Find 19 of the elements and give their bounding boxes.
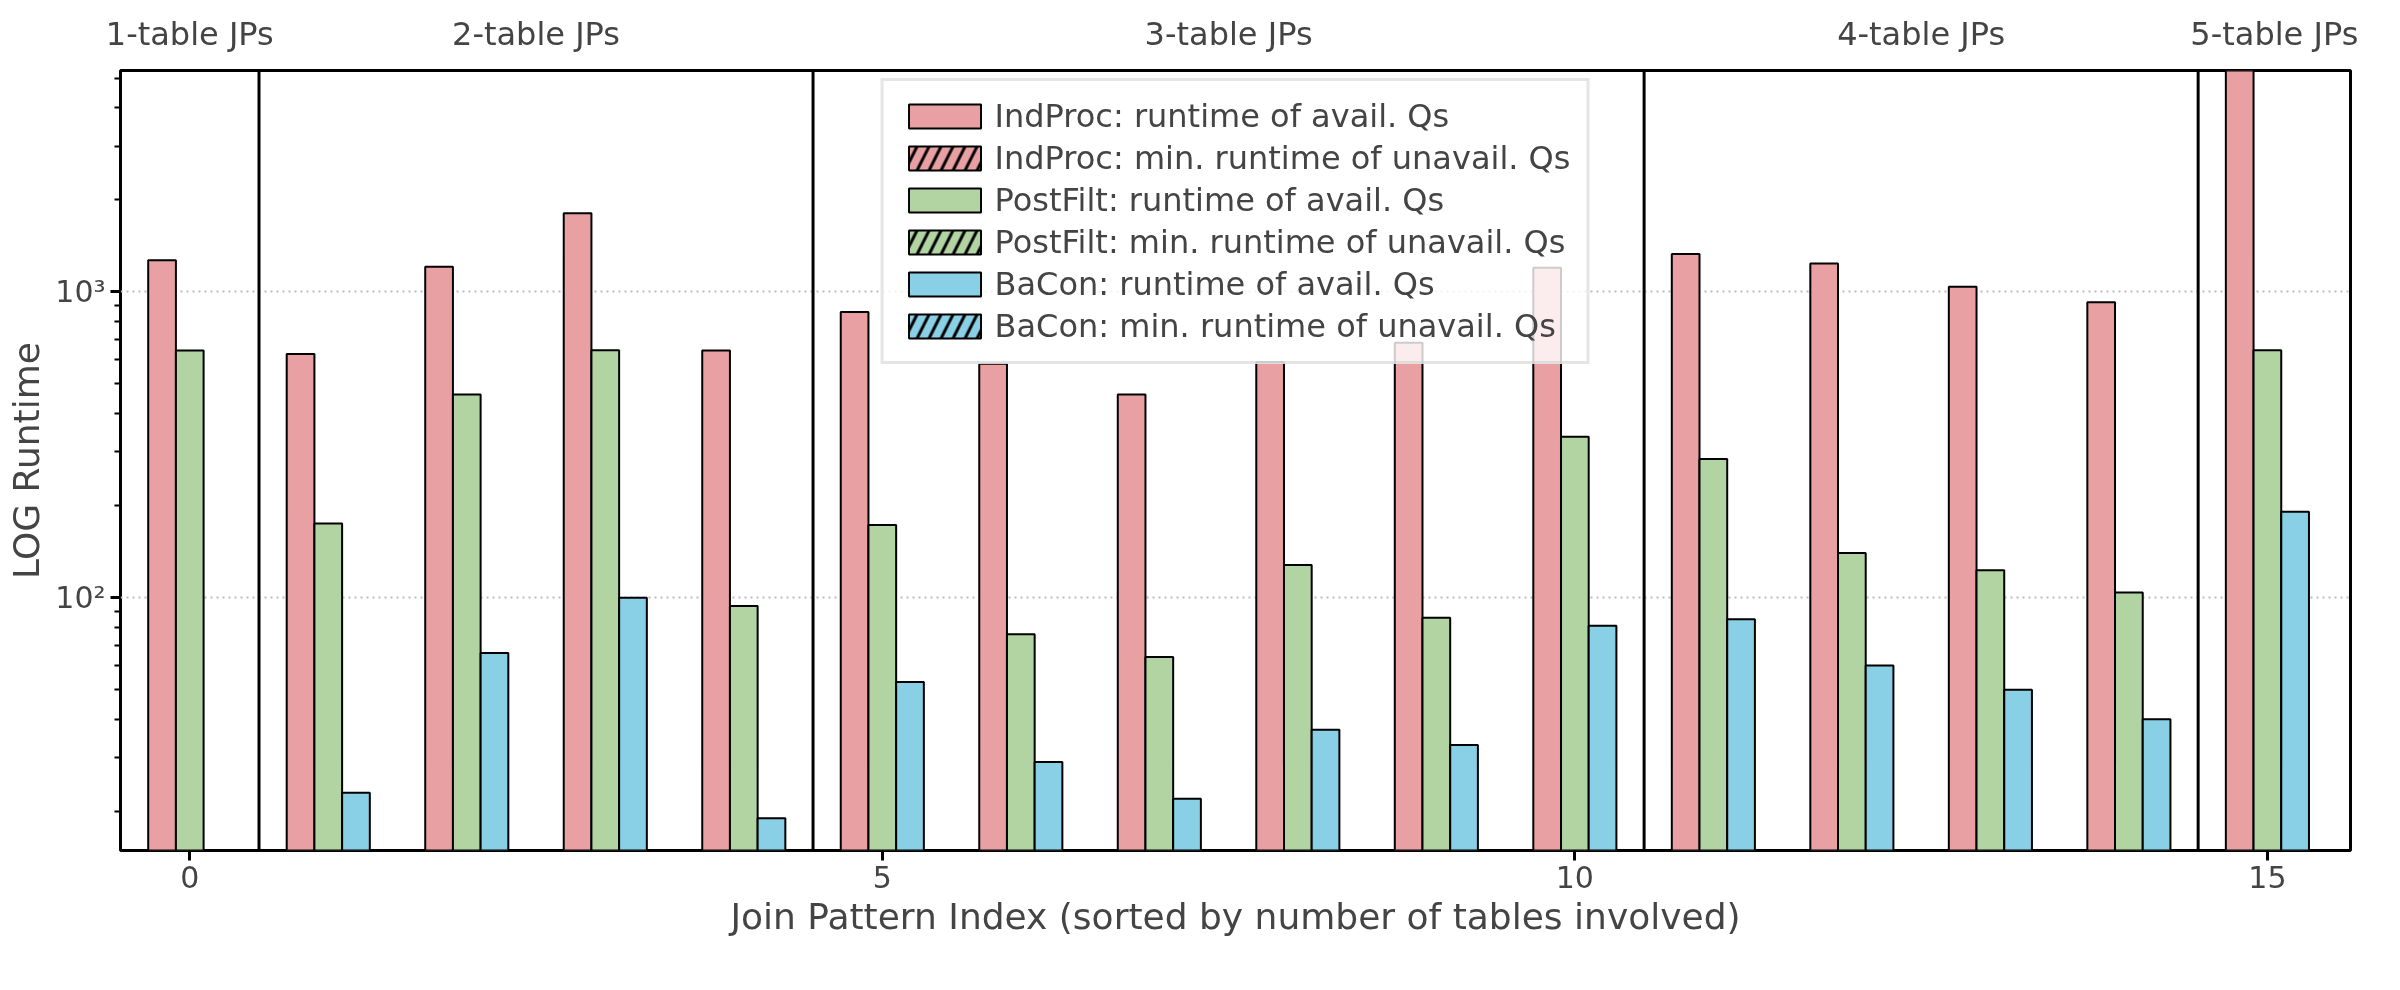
legend-label: BaCon: min. runtime of unavail. Qs xyxy=(994,307,1556,345)
legend-label: PostFilt: min. runtime of unavail. Qs xyxy=(994,223,1566,261)
x-tick-label: 0 xyxy=(180,859,200,895)
legend-label: IndProc: runtime of avail. Qs xyxy=(994,97,1450,135)
text: 5-table JPs xyxy=(2190,14,2359,53)
y-tick-label: 10² xyxy=(55,580,106,616)
x-tick-label: 5 xyxy=(872,859,892,895)
y-axis-title: LOG Runtime xyxy=(6,342,48,579)
legend-label: BaCon: runtime of avail. Qs xyxy=(994,265,1435,303)
text: 4-table JPs xyxy=(1837,14,2006,53)
x-tick-label: 10 xyxy=(1555,859,1594,895)
legend-label: IndProc: min. runtime of unavail. Qs xyxy=(994,139,1571,177)
text: 3-table JPs xyxy=(1144,14,1313,53)
text: 2-table JPs xyxy=(452,14,621,53)
text: 1-table JPs xyxy=(105,14,274,53)
x-tick-label: 15 xyxy=(2248,859,2287,895)
y-tick-label: 10³ xyxy=(55,274,106,310)
x-axis-title: Join Pattern Index (sorted by number of tables involved) xyxy=(728,895,1741,937)
legend-label: PostFilt: runtime of avail. Qs xyxy=(994,181,1445,219)
